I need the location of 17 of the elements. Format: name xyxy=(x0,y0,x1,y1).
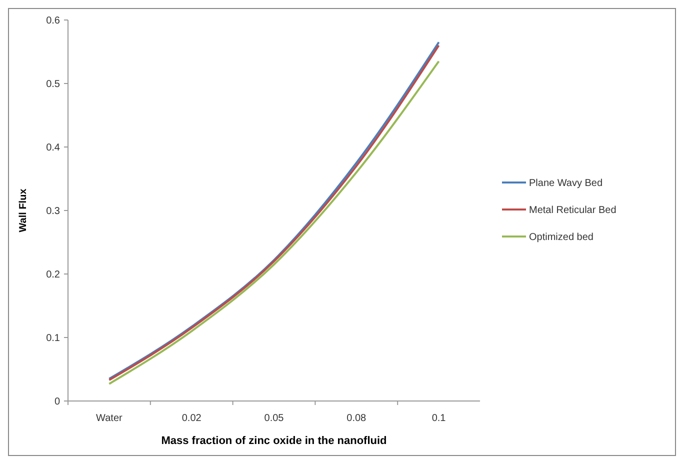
y-tick-label: 0.3 xyxy=(46,206,60,217)
y-tick-label: 0.4 xyxy=(46,142,60,154)
x-tick-label: 0.08 xyxy=(346,413,367,424)
y-tick-label: 0.1 xyxy=(46,333,60,344)
x-tick-label: 0.05 xyxy=(264,413,284,424)
y-axis-title: Wall Flux xyxy=(18,188,29,232)
x-tick-label: Water xyxy=(96,413,124,424)
y-tick-label: 0.2 xyxy=(46,270,60,280)
x-tick-label: 0.02 xyxy=(182,413,202,424)
y-tick-label: 0.5 xyxy=(46,79,60,90)
x-tick-label: 0.1 xyxy=(432,413,446,424)
y-tick-label: 0 xyxy=(54,396,60,408)
legend-label: Plane Wavy Bed xyxy=(529,178,603,189)
y-tick-label: 0.6 xyxy=(46,16,60,26)
legend-label: Metal Reticular Bed xyxy=(529,205,616,216)
x-axis-title: Mass fraction of zinc oxide in the nanofluid xyxy=(161,435,387,447)
legend-label: Optimized bed xyxy=(529,232,594,243)
